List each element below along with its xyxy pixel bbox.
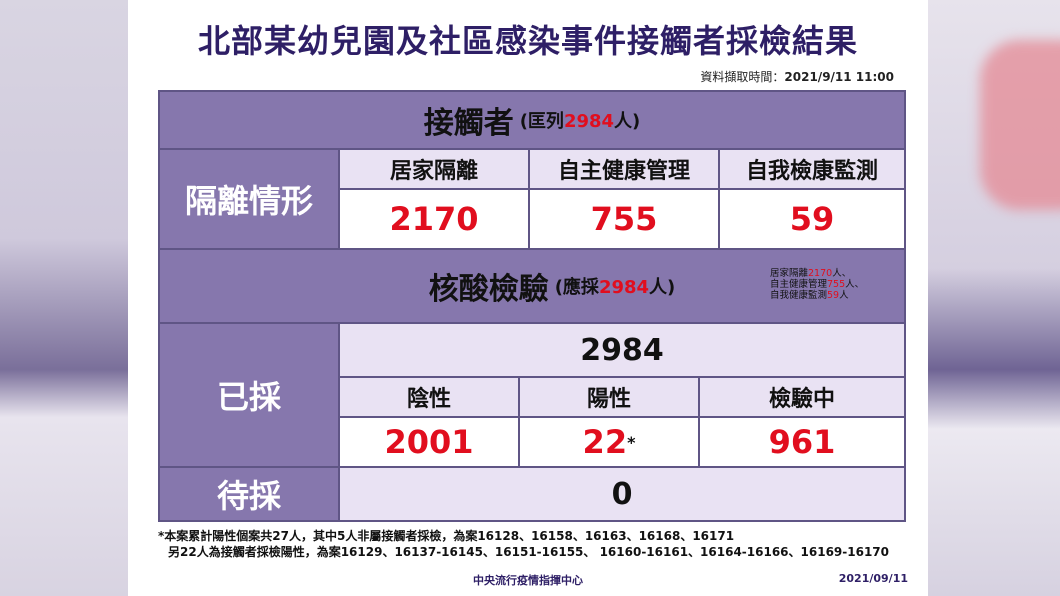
- footnote-line-2: 另22人為接觸者採檢陽性，為案16129、16137-16145、16151-1…: [168, 545, 890, 559]
- timestamp-value: 2021/9/11 11:00: [784, 70, 894, 84]
- contacts-heading: 接觸者: [423, 106, 514, 141]
- contacts-paren-num: 2984: [563, 111, 615, 132]
- footer-organization: 中央流行疫情指揮中心: [473, 574, 583, 587]
- results-table: 接觸者 (匡列2984人) 隔離情形 居家隔離 自主健康管理 自我檢康監測 21…: [158, 90, 906, 522]
- note-unit: 人、: [845, 279, 865, 290]
- background-left: [0, 0, 128, 596]
- background-right: [928, 0, 1060, 596]
- value-negative: 2001: [340, 418, 518, 466]
- timestamp-label: 資料擷取時間：: [700, 70, 785, 84]
- note-line-1: 居家隔離2170人、: [770, 268, 864, 279]
- value-self-health-monitoring: 59: [720, 190, 904, 248]
- value-pending: 961: [700, 418, 904, 466]
- header-self-health-management: 自主健康管理: [530, 150, 718, 188]
- footnote-line-1: *本案累計陽性個案共27人，其中5人非屬接觸者採檢，為案16128、16158、…: [158, 529, 735, 543]
- data-timestamp: 資料擷取時間：2021/9/11 11:00: [700, 68, 894, 85]
- testing-heading: 核酸檢驗: [428, 272, 549, 307]
- to-collect-value: 0: [340, 468, 904, 520]
- collected-total: 2984: [340, 324, 904, 376]
- note-line-3: 自我健康監測59人: [770, 290, 864, 301]
- positive-footnote-mark: *: [627, 432, 636, 452]
- header-self-health-monitoring: 自我檢康監測: [720, 150, 904, 188]
- value-home-quarantine: 2170: [340, 190, 528, 248]
- note-num: 59: [827, 290, 840, 301]
- testing-paren-prefix: (應採: [554, 277, 599, 298]
- header-negative: 陰性: [340, 378, 518, 416]
- note-label: 自主健康管理: [770, 279, 828, 290]
- contacts-paren-prefix: (匡列: [519, 111, 564, 132]
- note-num: 755: [827, 279, 846, 290]
- header-positive: 陽性: [520, 378, 698, 416]
- value-self-health-management: 755: [530, 190, 718, 248]
- contacts-header: 接觸者 (匡列2984人): [160, 92, 904, 148]
- header-pending: 檢驗中: [700, 378, 904, 416]
- footnote: *本案累計陽性個案共27人，其中5人非屬接觸者採檢，為案16128、16158、…: [158, 528, 889, 560]
- note-unit: 人: [839, 290, 849, 301]
- note-line-2: 自主健康管理755人、: [770, 279, 864, 290]
- isolation-label: 隔離情形: [184, 182, 313, 220]
- testing-header: 核酸檢驗 (應採2984人) 居家隔離2170人、 自主健康管理755人、 自我…: [160, 250, 904, 322]
- testing-paren-num: 2984: [598, 277, 650, 298]
- to-collect-label: 待採: [216, 477, 281, 515]
- contacts-paren-suffix: 人): [614, 111, 641, 132]
- note-label: 居家隔離: [770, 268, 809, 279]
- slide: 北部某幼兒園及社區感染事件接觸者採檢結果 資料擷取時間：2021/9/11 11…: [128, 0, 928, 596]
- note-unit: 人、: [832, 268, 852, 279]
- header-home-quarantine: 居家隔離: [340, 150, 528, 188]
- background-red-shape: [980, 40, 1060, 210]
- value-positive: 22: [582, 423, 628, 461]
- testing-breakdown-note: 居家隔離2170人、 自主健康管理755人、 自我健康監測59人: [770, 268, 864, 301]
- page-title: 北部某幼兒園及社區感染事件接觸者採檢結果: [197, 22, 858, 60]
- contacts-count: (匡列2984人): [520, 107, 641, 133]
- isolation-label-cell: 隔離情形: [160, 150, 338, 248]
- to-collect-label-cell: 待採: [160, 468, 338, 520]
- note-num: 2170: [808, 268, 833, 279]
- collected-label: 已採: [216, 378, 281, 416]
- note-label: 自我健康監測: [770, 290, 828, 301]
- footer-date: 2021/09/11: [838, 572, 908, 585]
- testing-paren-suffix: 人): [649, 277, 676, 298]
- collected-label-cell: 已採: [160, 324, 338, 466]
- value-positive-cell: 22 *: [520, 418, 698, 466]
- testing-count: (應採2984人): [555, 273, 676, 299]
